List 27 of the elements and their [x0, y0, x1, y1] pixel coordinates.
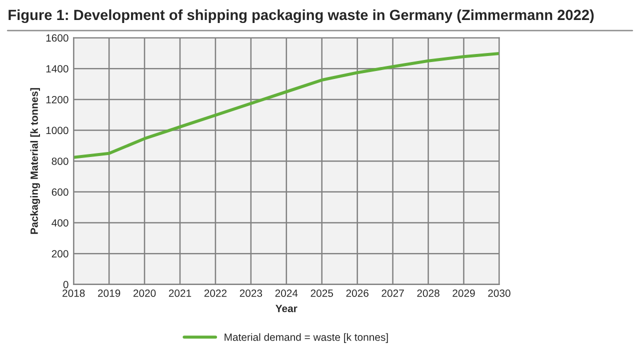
x-tick-label: 2019	[98, 290, 120, 297]
x-tick-label: 2021	[168, 290, 192, 297]
y-tick-label: 600	[52, 188, 68, 196]
y-tick-label: 0	[63, 280, 68, 288]
x-tick-label: 2027	[382, 290, 404, 297]
x-tick-label: 2020	[133, 290, 156, 297]
x-axis-title: Year	[276, 304, 298, 312]
legend-label: Material demand = waste [k tonnes]	[224, 333, 388, 343]
y-axis-title: Packaging Material [k tonnes]	[30, 88, 40, 234]
x-tick-label: 2018	[62, 290, 85, 297]
y-tick-label: 400	[52, 219, 68, 227]
y-tick-label: 200	[52, 250, 68, 258]
y-tick-label: 1000	[46, 126, 68, 134]
x-tick-label: 2030	[488, 290, 510, 297]
x-tick-label: 2024	[275, 290, 298, 297]
x-tick-label: 2023	[240, 290, 262, 297]
y-tick-label: 1600	[46, 34, 68, 42]
x-tick-label: 2029	[452, 290, 475, 297]
chart-title: Figure 1: Development of shipping packaging waste in Germany (Zimmermann 2022)	[8, 9, 594, 24]
y-tick-label: 800	[52, 158, 68, 165]
x-tick-label: 2025	[310, 290, 334, 297]
y-tick-label: 1200	[46, 96, 68, 104]
line-series	[74, 52, 500, 159]
y-tick-label: 1400	[46, 65, 68, 72]
x-tick-label: 2026	[346, 290, 368, 297]
x-tick-label: 2028	[417, 290, 440, 297]
x-tick-label: 2022	[204, 290, 227, 297]
